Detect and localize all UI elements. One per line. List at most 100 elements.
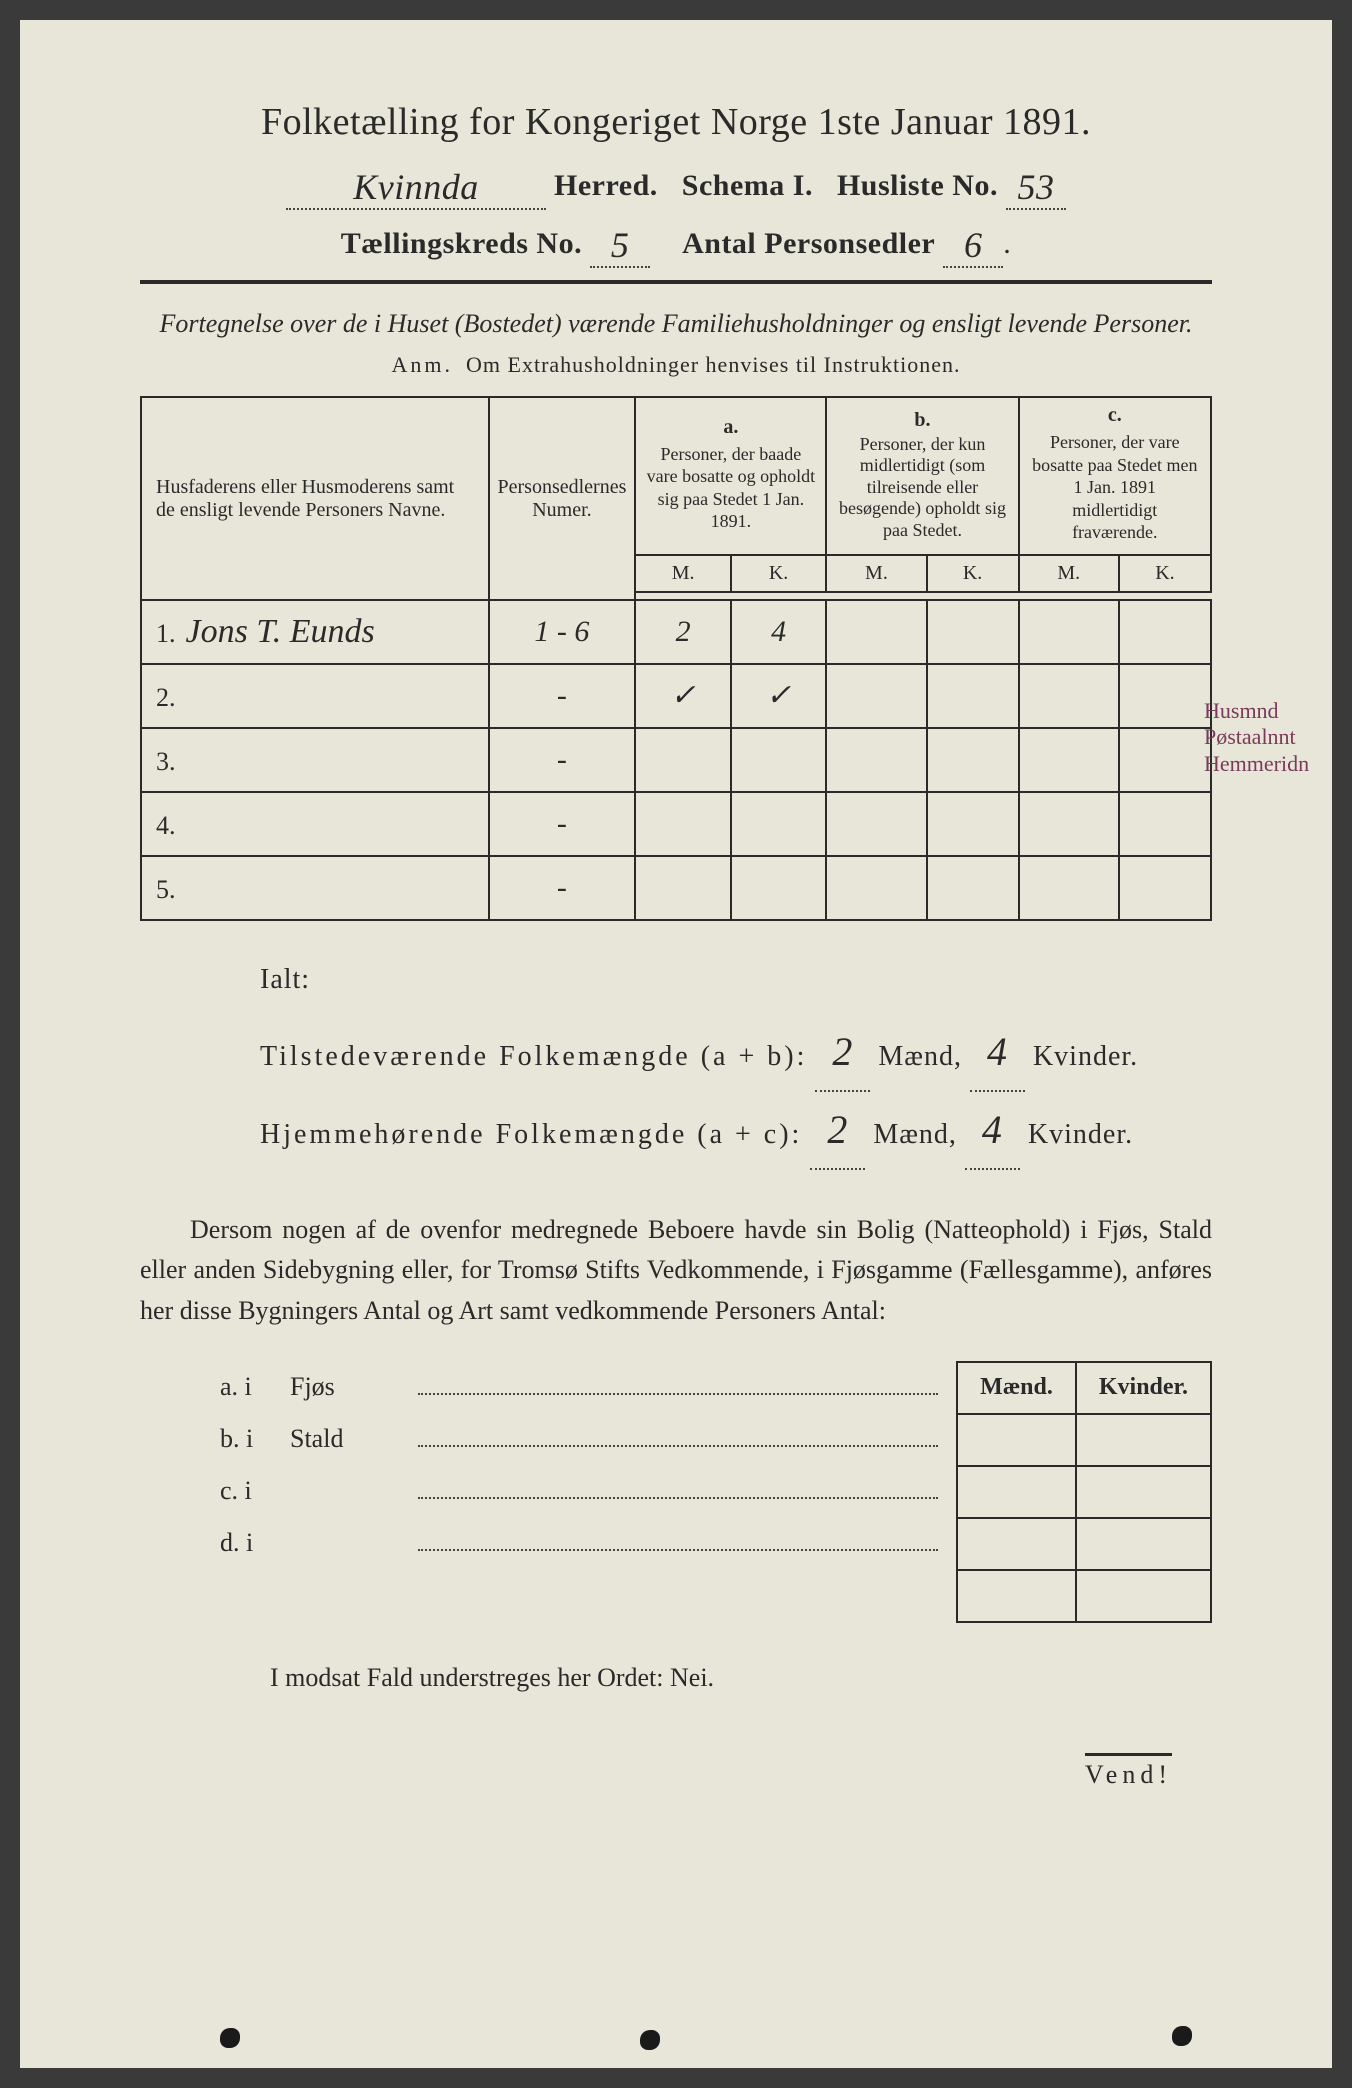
vend-label: Vend! bbox=[1085, 1753, 1172, 1790]
building-row: c. i bbox=[220, 1465, 946, 1517]
b-k-cell bbox=[927, 600, 1019, 664]
col-a-k: K. bbox=[731, 555, 826, 592]
nei-line: I modsat Fald understreges her Ordet: Ne… bbox=[270, 1663, 1212, 1693]
herred-label: Herred. bbox=[554, 169, 658, 202]
building-block: a. iFjøsb. iStaldc. id. i Mænd. Kvinder. bbox=[140, 1361, 1212, 1623]
col-a-header: a. Personer, der baade vare bosatte og o… bbox=[635, 397, 826, 555]
name-cell: 5. bbox=[141, 856, 489, 920]
line1-m: 2 bbox=[815, 1014, 870, 1092]
col-names-header: Husfaderens eller Husmoderens samt de en… bbox=[141, 397, 489, 600]
header-line-1: Kvinnda Herred. Schema I. Husliste No. 5… bbox=[140, 162, 1212, 206]
c-k-cell bbox=[1119, 664, 1211, 728]
margin-handwriting: Husmnd Pøstaalnnt Hemmeridn bbox=[1204, 698, 1314, 777]
mk-kvinder: Kvinder. bbox=[1076, 1362, 1211, 1414]
name-cell: 3. bbox=[141, 728, 489, 792]
header-line-2: Tællingskreds No. 5 Antal Personsedler 6… bbox=[140, 220, 1212, 264]
col-c-m: M. bbox=[1019, 555, 1119, 592]
numer-cell: 1 - 6 bbox=[489, 600, 636, 664]
b-k-cell bbox=[927, 664, 1019, 728]
c-m-cell bbox=[1019, 600, 1119, 664]
mk-cell bbox=[957, 1518, 1076, 1570]
building-row: a. iFjøs bbox=[220, 1361, 946, 1413]
ialt-label: Ialt: bbox=[260, 953, 1212, 1006]
census-form-page: Folketælling for Kongeriget Norge 1ste J… bbox=[20, 20, 1332, 2068]
line2-m: 2 bbox=[810, 1092, 865, 1170]
c-m-cell bbox=[1019, 792, 1119, 856]
name-cell: 1.Jons T. Eunds bbox=[141, 600, 489, 664]
name-cell: 4. bbox=[141, 792, 489, 856]
mk-cell bbox=[1076, 1570, 1211, 1622]
mk-table: Mænd. Kvinder. bbox=[956, 1361, 1212, 1623]
a-m-cell: 2 bbox=[635, 600, 730, 664]
building-row: d. i bbox=[220, 1517, 946, 1569]
census-table: Husfaderens eller Husmoderens samt de en… bbox=[140, 396, 1212, 921]
b-m-cell bbox=[826, 728, 926, 792]
totals-line-1: Tilstedeværende Folkemængde (a + b): 2 M… bbox=[260, 1014, 1212, 1092]
a-m-cell bbox=[635, 728, 730, 792]
building-list: a. iFjøsb. iStaldc. id. i bbox=[140, 1361, 946, 1569]
table-row: 2.-✓✓ bbox=[141, 664, 1211, 728]
antal-label: Antal Personsedler bbox=[682, 227, 935, 260]
a-k-cell: ✓ bbox=[731, 664, 826, 728]
mk-cell bbox=[957, 1570, 1076, 1622]
husliste-value: 53 bbox=[1006, 166, 1066, 210]
b-m-cell bbox=[826, 792, 926, 856]
b-k-cell bbox=[927, 728, 1019, 792]
a-k-cell bbox=[731, 856, 826, 920]
a-m-cell: ✓ bbox=[635, 664, 730, 728]
divider bbox=[140, 280, 1212, 284]
b-k-cell bbox=[927, 792, 1019, 856]
c-k-cell bbox=[1119, 600, 1211, 664]
c-m-cell bbox=[1019, 664, 1119, 728]
a-m-cell bbox=[635, 792, 730, 856]
name-cell: 2. bbox=[141, 664, 489, 728]
table-row: 4.- bbox=[141, 792, 1211, 856]
inkblot-icon bbox=[640, 2030, 660, 2050]
col-numer-header: Personsedlernes Numer. bbox=[489, 397, 636, 600]
a-k-cell bbox=[731, 792, 826, 856]
annotation-note: Anm. Anm. Om Extrahusholdninger henvises… bbox=[140, 352, 1212, 378]
mk-cell bbox=[1076, 1466, 1211, 1518]
mk-cell bbox=[957, 1466, 1076, 1518]
c-k-cell bbox=[1119, 792, 1211, 856]
b-m-cell bbox=[826, 664, 926, 728]
line2-k: 4 bbox=[965, 1092, 1020, 1170]
col-c-header: c. Personer, der vare bosatte paa Stedet… bbox=[1019, 397, 1211, 555]
totals-block: Ialt: Tilstedeværende Folkemængde (a + b… bbox=[260, 953, 1212, 1170]
herred-value: Kvinnda bbox=[286, 166, 546, 210]
totals-line-2: Hjemmehørende Folkemængde (a + c): 2 Mæn… bbox=[260, 1092, 1212, 1170]
b-m-cell bbox=[826, 856, 926, 920]
subtitle: Fortegnelse over de i Huset (Bostedet) v… bbox=[140, 306, 1212, 342]
antal-value: 6 bbox=[943, 224, 1003, 268]
a-k-cell: 4 bbox=[731, 600, 826, 664]
form-title: Folketælling for Kongeriget Norge 1ste J… bbox=[140, 100, 1212, 144]
schema-label: Schema I. bbox=[682, 169, 813, 202]
table-row: 3.- bbox=[141, 728, 1211, 792]
inkblot-icon bbox=[220, 2028, 240, 2048]
a-k-cell bbox=[731, 728, 826, 792]
building-paragraph: Dersom nogen af de ovenfor medregnede Be… bbox=[140, 1210, 1212, 1331]
numer-cell: - bbox=[489, 792, 636, 856]
mk-cell bbox=[1076, 1414, 1211, 1466]
mk-cell bbox=[1076, 1518, 1211, 1570]
mk-maend: Mænd. bbox=[957, 1362, 1076, 1414]
kreds-value: 5 bbox=[590, 224, 650, 268]
b-m-cell bbox=[826, 600, 926, 664]
c-k-cell bbox=[1119, 856, 1211, 920]
table-row: 5.- bbox=[141, 856, 1211, 920]
col-c-k: K. bbox=[1119, 555, 1211, 592]
col-b-m: M. bbox=[826, 555, 926, 592]
building-row: b. iStald bbox=[220, 1413, 946, 1465]
numer-cell: - bbox=[489, 664, 636, 728]
c-m-cell bbox=[1019, 728, 1119, 792]
line1-k: 4 bbox=[970, 1014, 1025, 1092]
numer-cell: - bbox=[489, 856, 636, 920]
c-k-cell bbox=[1119, 728, 1211, 792]
kreds-label: Tællingskreds No. bbox=[341, 227, 582, 260]
b-k-cell bbox=[927, 856, 1019, 920]
husliste-label: Husliste No. bbox=[837, 169, 998, 202]
col-b-header: b. Personer, der kun midlertidigt (som t… bbox=[826, 397, 1018, 555]
col-b-k: K. bbox=[927, 555, 1019, 592]
table-row: 1.Jons T. Eunds1 - 624 bbox=[141, 600, 1211, 664]
numer-cell: - bbox=[489, 728, 636, 792]
